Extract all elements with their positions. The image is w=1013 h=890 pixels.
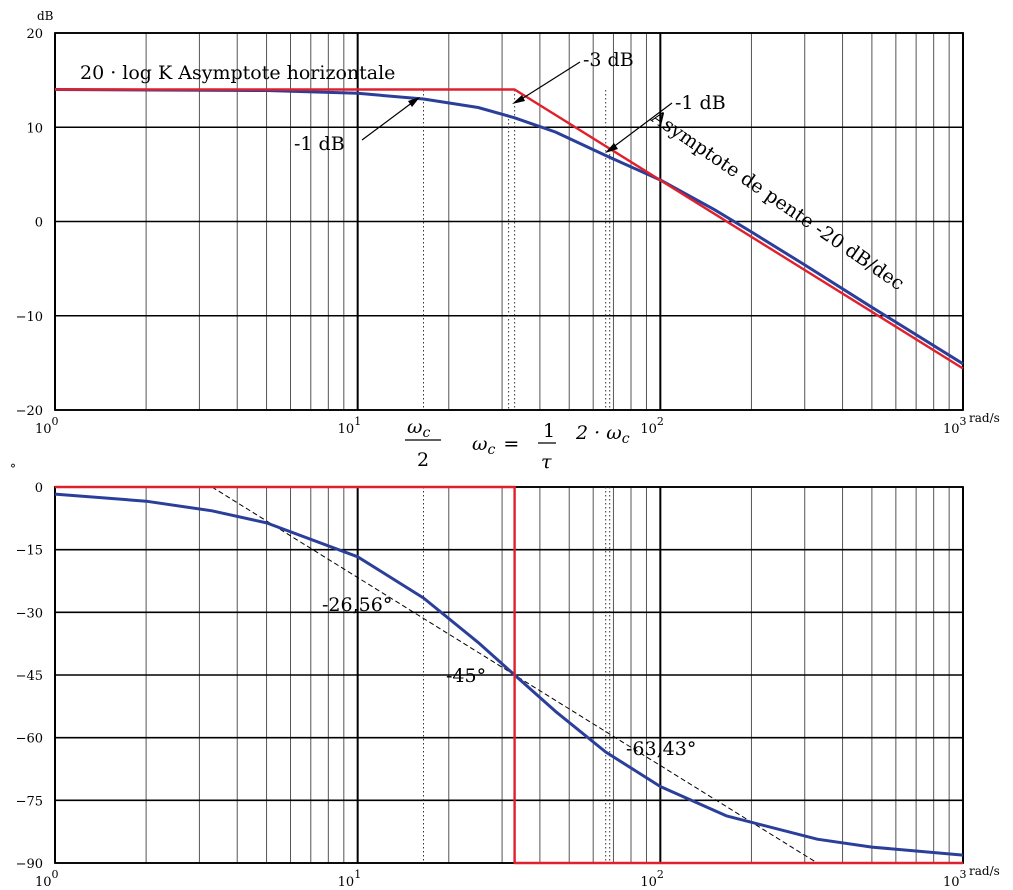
phase-63-label: -63,43° xyxy=(626,738,696,760)
x-tick-label: 100 xyxy=(35,868,59,890)
y-tick-label: 20 xyxy=(26,27,43,42)
horizontal-asymptote-label: 20 · log K Asymptote horizontale xyxy=(80,62,395,84)
y-tick-label: −75 xyxy=(16,794,43,809)
omega-subscript: c xyxy=(423,425,431,441)
omega-subscript: c xyxy=(622,431,630,447)
x-tick-label: 100 xyxy=(35,415,59,437)
y-tick-label: −15 xyxy=(16,544,43,559)
arrow-head xyxy=(605,143,618,153)
y-axis-unit: dB xyxy=(37,9,54,23)
y-tick-label: 0 xyxy=(35,481,43,496)
y-axis-unit: ° xyxy=(10,462,16,476)
equals-sign: = xyxy=(503,433,519,455)
x-tick-base: 10 xyxy=(338,875,355,890)
minus-1db-right-label: -1 dB xyxy=(675,92,726,114)
arrow-line xyxy=(361,101,414,141)
x-axis-unit: rad/s xyxy=(969,411,1000,425)
x-tick-exponent: 2 xyxy=(657,868,664,881)
omega-subscript: c xyxy=(488,442,496,458)
asymptote-line xyxy=(55,88,964,370)
x-tick-base: 10 xyxy=(640,875,657,890)
asymptote-line xyxy=(55,485,963,865)
y-tick-label: −30 xyxy=(16,606,43,621)
x-tick-exponent: 1 xyxy=(354,868,361,881)
phase-45-label: -45° xyxy=(446,665,486,687)
y-tick-label: 10 xyxy=(26,121,43,136)
x-tick-base: 10 xyxy=(640,422,657,437)
arrow-line xyxy=(611,102,673,149)
x-tick-exponent: 1 xyxy=(354,415,361,428)
arrow-line xyxy=(519,61,581,101)
x-tick-base: 10 xyxy=(35,422,52,437)
omega-symbol: ω xyxy=(472,433,488,455)
phase-26-label: -26,56° xyxy=(322,594,392,616)
x-tick-base: 10 xyxy=(943,875,960,890)
y-tick-label: −20 xyxy=(16,404,43,419)
x-tick-exponent: 3 xyxy=(960,415,967,428)
fraction-numerator: 1 xyxy=(543,420,555,442)
minus-1db-left-label: -1 dB xyxy=(294,133,345,155)
x-tick-exponent: 3 xyxy=(960,868,967,881)
x-tick-exponent: 0 xyxy=(52,868,59,881)
two-omega-text: 2 · ω xyxy=(575,422,622,444)
x-axis-unit: rad/s xyxy=(969,864,1000,878)
x-tick-label: 102 xyxy=(640,868,664,890)
x-tick-label: 103 xyxy=(943,868,967,890)
x-tick-label: 103 xyxy=(943,415,967,437)
x-tick-exponent: 0 xyxy=(52,415,59,428)
omega-c-label: ωc xyxy=(407,416,431,441)
slope-asymptote-label: Asymptote de pente -20 dB/dec xyxy=(646,105,908,295)
fraction-denominator: τ xyxy=(541,451,552,473)
x-tick-exponent: 2 xyxy=(657,415,664,428)
arrow-head xyxy=(408,97,420,107)
minus-3db-label: -3 dB xyxy=(583,49,634,71)
y-tick-label: −90 xyxy=(16,857,43,872)
x-tick-base: 10 xyxy=(943,422,960,437)
x-tick-base: 10 xyxy=(338,422,355,437)
real-curve xyxy=(54,88,964,366)
y-tick-label: −45 xyxy=(16,669,43,684)
x-tick-label: 101 xyxy=(338,868,362,890)
x-tick-base: 10 xyxy=(35,875,52,890)
arrow-head xyxy=(512,95,525,104)
y-tick-label: −60 xyxy=(16,732,43,747)
omega-symbol: ω xyxy=(407,416,423,438)
x-tick-label: 102 xyxy=(640,415,664,437)
x-tick-label: 101 xyxy=(338,415,362,437)
y-tick-label: 0 xyxy=(35,216,43,231)
plot-frame xyxy=(54,32,964,411)
y-tick-label: −10 xyxy=(16,310,43,325)
two-omega-c-label: 2 · ωc xyxy=(575,422,630,447)
fraction-denominator: 2 xyxy=(417,449,429,471)
corner-frequency-label: ωc = xyxy=(472,433,519,458)
